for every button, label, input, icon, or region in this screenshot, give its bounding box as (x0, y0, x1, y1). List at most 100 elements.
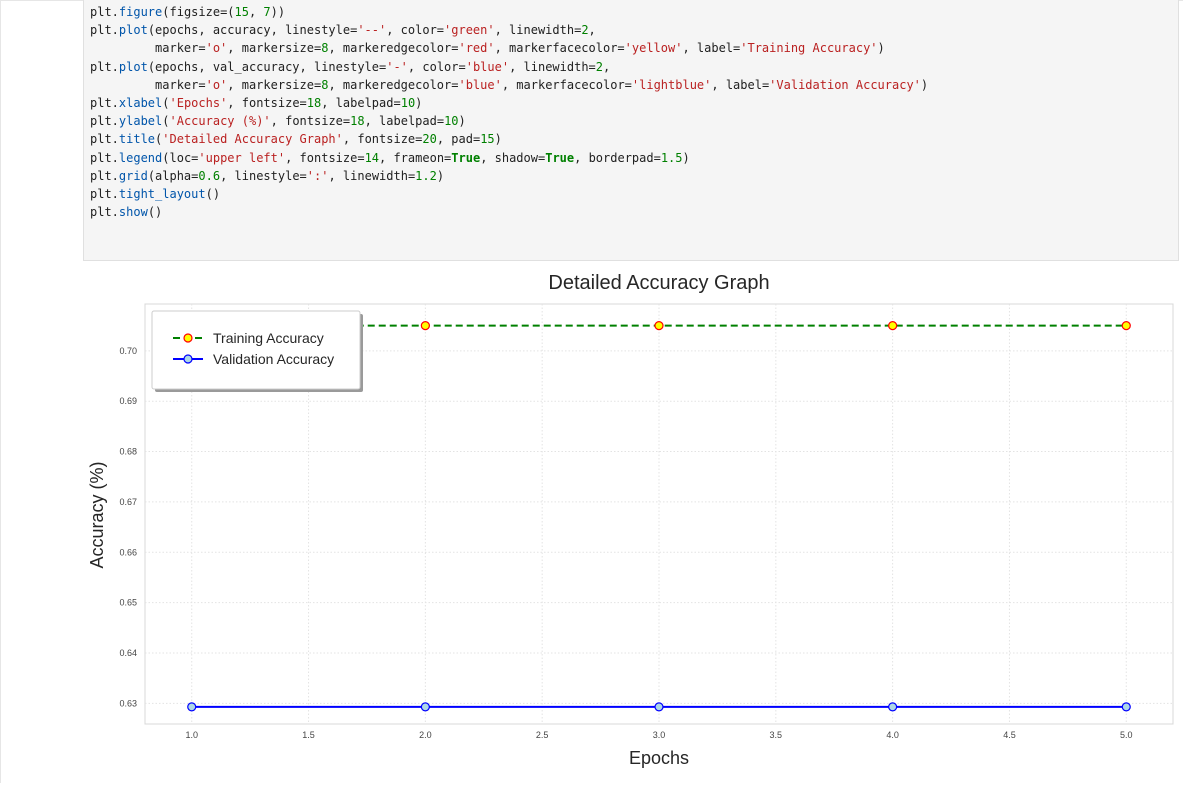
code-token: '-' (386, 59, 408, 74)
code-token: , markeredgecolor= (328, 77, 459, 92)
x-tick-label: 1.5 (302, 730, 315, 740)
code-token: (epochs, accuracy, linestyle= (147, 23, 358, 38)
legend-marker-0 (183, 333, 193, 343)
code-token: 'yellow' (624, 41, 683, 56)
code-token: marker= (90, 77, 206, 92)
code-line: plt.figure(figsize=(15, 7)) (90, 3, 928, 21)
code-line: plt.plot(epochs, val_accuracy, linestyle… (90, 58, 928, 76)
code-line: marker='o', markersize=8, markeredgecolo… (90, 39, 928, 57)
legend-label: Validation Accuracy (213, 351, 334, 367)
code-token: 'Epochs' (169, 96, 228, 111)
y-tick-label: 0.63 (119, 698, 137, 708)
code-token: 18 (306, 96, 322, 111)
code-token: , markerfacecolor= (494, 41, 625, 56)
code-token: marker= (90, 41, 206, 56)
y-tick-label: 0.70 (119, 346, 137, 356)
series-marker-0 (654, 321, 664, 331)
code-line: plt.xlabel('Epochs', fontsize=18, labelp… (90, 94, 928, 112)
y-axis-label: Accuracy (%) (87, 461, 107, 568)
code-token: , shadow= (480, 150, 546, 165)
code-token: '--' (357, 23, 387, 38)
code-token: 1.2 (415, 168, 437, 183)
code-token: plt. (90, 23, 119, 38)
code-token: 8 (321, 77, 329, 92)
code-token: ) (682, 150, 690, 165)
code-token: 'Training Accuracy' (740, 41, 878, 56)
code-token: 1.5 (660, 150, 683, 165)
code-token: 'o' (205, 41, 228, 56)
code-line: plt.grid(alpha=0.6, linestyle=':', linew… (90, 167, 928, 185)
code-token: , fontsize= (342, 132, 423, 147)
code-token: , markersize= (227, 41, 322, 56)
series-marker-1 (654, 702, 664, 712)
x-tick-label: 5.0 (1120, 730, 1133, 740)
code-token: ) (458, 114, 466, 129)
code-token: 2 (581, 23, 589, 38)
code-token: 8 (321, 41, 329, 56)
series-marker-0 (1121, 321, 1131, 331)
series-marker-1 (187, 702, 197, 712)
code-token: 15 (234, 5, 249, 19)
code-token: (alpha= (147, 168, 199, 183)
code-token: , linewidth= (328, 168, 416, 183)
x-tick-label: 4.5 (1003, 730, 1016, 740)
code-token: (figsize=( (162, 5, 235, 19)
output-area: Detailed Accuracy Graph Epochs Accuracy … (83, 262, 1183, 783)
code-token: plot (118, 59, 148, 74)
code-token: () (205, 187, 221, 202)
x-tick-label: 4.0 (886, 730, 899, 740)
x-tick-label: 3.5 (770, 730, 783, 740)
code-token: 15 (480, 132, 495, 147)
left-border (0, 0, 1, 783)
series-marker-0 (420, 321, 430, 331)
code-token: 'blue' (458, 77, 502, 92)
x-tick-label: 1.0 (185, 730, 198, 740)
code-token: plt. (90, 187, 119, 202)
code-token: plt. (90, 205, 119, 220)
code-token: show (118, 205, 148, 220)
x-tick-label: 3.0 (653, 730, 666, 740)
code-token: 'lightblue' (631, 77, 712, 92)
code-token: 'o' (205, 77, 228, 92)
code-token: ) (920, 77, 929, 92)
code-token: , markerfacecolor= (501, 77, 632, 92)
code-token: 14 (364, 150, 380, 165)
series-marker-1 (888, 702, 898, 712)
chart-title: Detailed Accuracy Graph (548, 272, 769, 294)
code-editor[interactable]: plt.figure(figsize=(15, 7)) plt.plot(epoc… (90, 3, 928, 221)
x-axis-label: Epochs (629, 748, 689, 768)
code-token: plt. (90, 59, 119, 74)
code-line: plt.title('Detailed Accuracy Graph', fon… (90, 130, 928, 148)
code-token: 'Validation Accuracy' (769, 77, 921, 92)
code-token: , frameon= (379, 150, 452, 165)
code-token: ( (162, 96, 170, 111)
code-token: 20 (422, 132, 437, 147)
y-tick-label: 0.65 (119, 598, 137, 608)
accuracy-chart: Detailed Accuracy Graph Epochs Accuracy … (87, 272, 1174, 768)
code-token: ( (162, 114, 170, 129)
code-token: , linewidth= (494, 23, 582, 38)
y-tick-label: 0.67 (119, 497, 137, 507)
code-token: , (248, 5, 264, 19)
code-token: )) (270, 5, 286, 19)
code-token: , labelpad= (364, 114, 445, 129)
code-line: plt.ylabel('Accuracy (%)', fontsize=18, … (90, 112, 928, 130)
series-marker-0 (888, 321, 898, 331)
code-token: 'Accuracy (%)' (169, 114, 271, 129)
x-tick-label: 2.5 (536, 730, 549, 740)
code-token: , markersize= (227, 77, 322, 92)
code-token: , linestyle= (220, 168, 307, 183)
code-token: (loc= (162, 150, 199, 165)
code-token: tight_layout (118, 187, 206, 202)
legend-label: Training Accuracy (213, 330, 324, 346)
code-line: marker='o', markersize=8, markeredgecolo… (90, 76, 928, 94)
code-token: ) (436, 168, 445, 183)
code-token: 'Detailed Accuracy Graph' (162, 132, 343, 147)
code-token: 'upper left' (198, 150, 286, 165)
code-token: , (603, 59, 611, 74)
code-cell[interactable]: plt.figure(figsize=(15, 7)) plt.plot(epoc… (83, 0, 1179, 261)
code-token: , color= (386, 23, 445, 38)
code-token: , labelpad= (321, 96, 401, 111)
code-token: , color= (407, 59, 466, 74)
legend-box (151, 310, 361, 390)
